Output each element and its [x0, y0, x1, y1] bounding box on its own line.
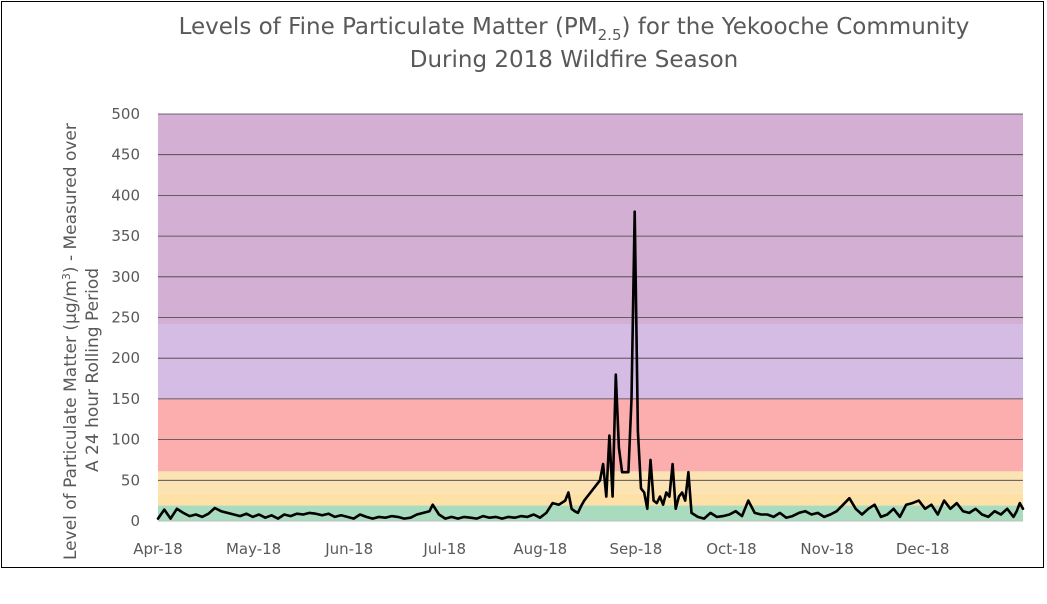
aqi-band-3 — [158, 398, 1023, 472]
chart-frame: Levels of Fine Particulate Matter (PM2.5… — [1, 1, 1044, 568]
x-tick-label: Sep-18 — [610, 540, 663, 558]
y-axis-label-line1-pre: Level of Particulate Matter (µg/m — [61, 280, 81, 560]
chart-svg: Levels of Fine Particulate Matter (PM2.5… — [60, 14, 1025, 560]
aqi-band-5 — [158, 114, 1023, 325]
series-group — [156, 210, 1025, 520]
y-tick-labels: 0 50 100 150 200 250 300 350 400 450 500 — [111, 105, 140, 530]
y-axis-label-line1: Level of Particulate Matter (µg/m3) - Me… — [60, 123, 81, 560]
y-axis-label-superscript: 3 — [60, 273, 73, 280]
chart-title-line1-post: ) for the Yekooche Community — [622, 14, 970, 40]
y-axis-label-line1-post: ) - Measured over — [61, 123, 81, 273]
x-tick-label: May-18 — [226, 540, 281, 558]
y-tick-label: 50 — [121, 471, 140, 489]
y-tick-label: 100 — [111, 431, 140, 449]
aqi-band-1 — [158, 493, 1023, 506]
series-line-pm25 — [156, 210, 1025, 520]
y-axis-label-line2: A 24 hour Rolling Period — [83, 268, 103, 472]
x-tick-label: Aug-18 — [513, 540, 567, 558]
y-tick-label: 500 — [111, 105, 140, 123]
y-tick-label: 200 — [111, 349, 140, 367]
y-tick-label: 400 — [111, 186, 140, 204]
chart-title-line1: Levels of Fine Particulate Matter (PM2.5… — [179, 14, 970, 44]
x-tick-label: Oct-18 — [706, 540, 756, 558]
y-tick-label: 250 — [111, 309, 140, 327]
x-tick-label: Jun-18 — [324, 540, 373, 558]
y-tick-label: 150 — [111, 390, 140, 408]
aqi-band-2 — [158, 471, 1023, 494]
x-tick-labels: Apr-18 May-18 Jun-18 Jul-18 Aug-18 Sep-18 Oct-… — [133, 540, 949, 558]
y-tick-label: 300 — [111, 268, 140, 286]
chart-title-subscript: 2.5 — [598, 26, 622, 44]
x-tick-label: Dec-18 — [896, 540, 950, 558]
aqi-bands — [158, 114, 1023, 521]
gridlines — [158, 113, 1023, 522]
chart-title-line2: During 2018 Wildfire Season — [410, 47, 738, 73]
aqi-band-4 — [158, 324, 1023, 399]
x-tick-label: Apr-18 — [133, 540, 183, 558]
y-tick-label: 450 — [111, 146, 140, 164]
y-axis-label: Level of Particulate Matter (µg/m3) - Me… — [60, 123, 103, 560]
y-tick-label: 0 — [130, 512, 140, 530]
x-tick-label: Jul-18 — [422, 540, 466, 558]
chart-title-line1-pre: Levels of Fine Particulate Matter (PM — [179, 14, 598, 40]
y-tick-label: 350 — [111, 227, 140, 245]
x-tick-label: Nov-18 — [800, 540, 853, 558]
